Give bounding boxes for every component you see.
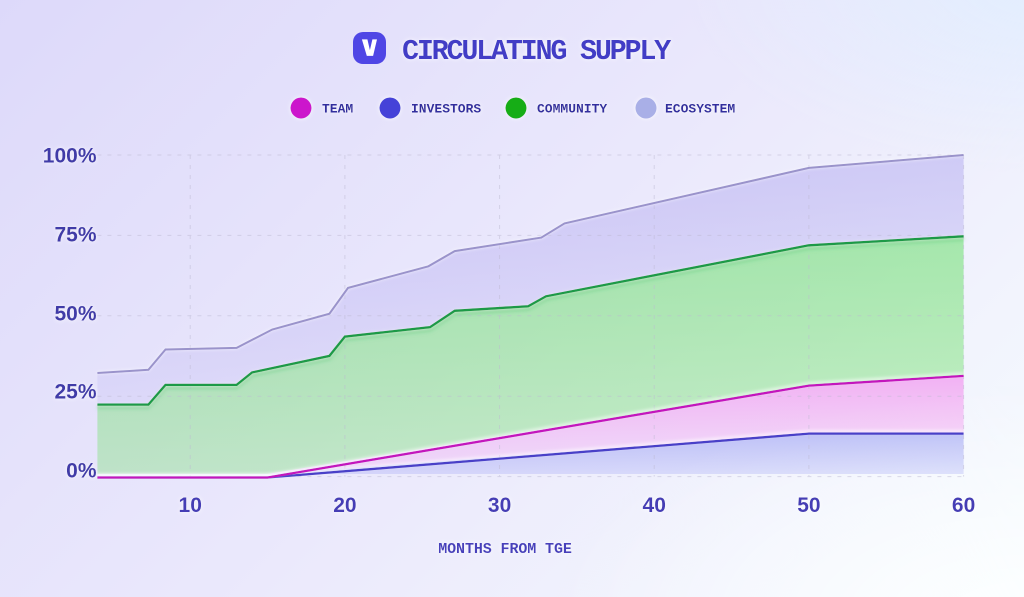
svg-text:ECOSYSTEM: ECOSYSTEM [665, 102, 735, 117]
svg-text:60: 60 [952, 494, 975, 517]
svg-text:0%: 0% [66, 460, 97, 483]
svg-text:75%: 75% [54, 224, 96, 247]
svg-text:50: 50 [797, 494, 820, 517]
svg-text:10: 10 [179, 494, 202, 517]
svg-text:50%: 50% [54, 303, 96, 326]
svg-text:30: 30 [488, 494, 511, 517]
svg-text:25%: 25% [54, 381, 96, 404]
svg-text:100%: 100% [43, 145, 97, 168]
svg-text:TEAM: TEAM [322, 102, 353, 117]
svg-text:MONTHS FROM TGE: MONTHS FROM TGE [438, 541, 572, 558]
svg-text:INVESTORS: INVESTORS [411, 102, 481, 117]
svg-text:CIRCULATING SUPPLY: CIRCULATING SUPPLY [402, 35, 672, 68]
svg-text:40: 40 [643, 494, 666, 517]
svg-text:20: 20 [333, 494, 356, 517]
svg-text:COMMUNITY: COMMUNITY [537, 102, 607, 117]
